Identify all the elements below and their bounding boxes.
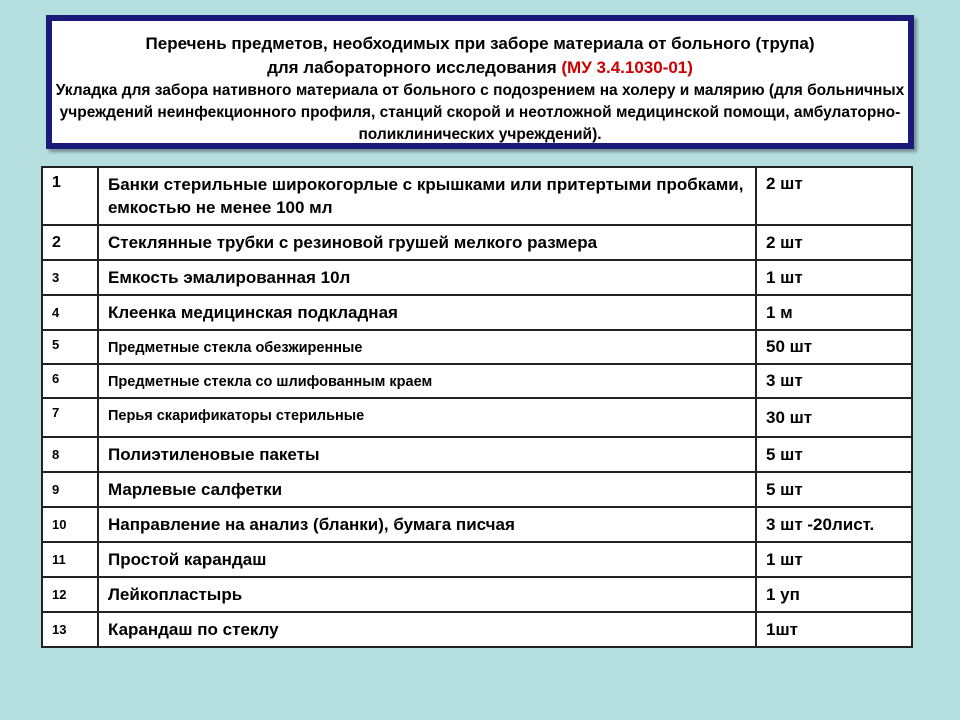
row-number: 12 (41, 576, 99, 613)
item-quantity: 1 уп (755, 576, 913, 613)
table-row: 5 Предметные стекла обезжиренные 50 шт (41, 329, 913, 365)
item-quantity: 1 шт (755, 259, 913, 296)
item-quantity: 50 шт (755, 329, 913, 365)
row-number: 3 (41, 259, 99, 296)
table-row: 4 Клеенка медицинская подкладная 1 м (41, 294, 913, 331)
title-box: Перечень предметов, необходимых при забо… (46, 15, 914, 149)
table-row: 9 Марлевые салфетки 5 шт (41, 471, 913, 508)
item-quantity: 2 шт (755, 224, 913, 261)
table-row: 8 Полиэтиленовые пакеты 5 шт (41, 436, 913, 473)
row-number: 1 (41, 166, 99, 226)
item-name: Предметные стекла обезжиренные (97, 329, 757, 365)
table-row: 12 Лейкопластырь 1 уп (41, 576, 913, 613)
row-number: 2 (41, 224, 99, 261)
page-subtitle: Укладка для забора нативного материала о… (55, 82, 905, 143)
row-number: 6 (41, 363, 99, 399)
table-row: 2 Стеклянные трубки с резиновой грушей м… (41, 224, 913, 261)
row-number: 10 (41, 506, 99, 543)
table-row: 11 Простой карандаш 1 шт (41, 541, 913, 578)
item-quantity: 1шт (755, 611, 913, 648)
item-quantity: 3 шт -20лист. (755, 506, 913, 543)
row-number: 5 (41, 329, 99, 365)
table-row: 13 Карандаш по стеклу 1шт (41, 611, 913, 648)
table-row: 6 Предметные стекла со шлифованным краем… (41, 363, 913, 399)
item-name: Емкость эмалированная 10л (97, 259, 757, 296)
table-row: 10 Направление на анализ (бланки), бумаг… (41, 506, 913, 543)
item-quantity: 1 шт (755, 541, 913, 578)
item-quantity: 1 м (755, 294, 913, 331)
item-name: Полиэтиленовые пакеты (97, 436, 757, 473)
row-number: 7 (41, 397, 99, 438)
item-name: Направление на анализ (бланки), бумага п… (97, 506, 757, 543)
item-quantity: 3 шт (755, 363, 913, 399)
item-name: Простой карандаш (97, 541, 757, 578)
table-row: 7 Перья скарификаторы стерильные 30 шт (41, 397, 913, 438)
item-quantity: 5 шт (755, 436, 913, 473)
row-number: 11 (41, 541, 99, 578)
item-name: Предметные стекла со шлифованным краем (97, 363, 757, 399)
item-name: Клеенка медицинская подкладная (97, 294, 757, 331)
item-name: Стеклянные трубки с резиновой грушей мел… (97, 224, 757, 261)
row-number: 9 (41, 471, 99, 508)
table-row: 3 Емкость эмалированная 10л 1 шт (41, 259, 913, 296)
regulation-reference: (МУ 3.4.1030-01) (561, 58, 693, 77)
item-name: Марлевые салфетки (97, 471, 757, 508)
item-quantity: 30 шт (755, 397, 913, 438)
row-number: 13 (41, 611, 99, 648)
item-quantity: 2 шт (755, 166, 913, 226)
items-table: 1 Банки стерильные широкогорлые с крышка… (41, 166, 913, 648)
item-name: Лейкопластырь (97, 576, 757, 613)
item-name: Банки стерильные широкогорлые с крышками… (97, 166, 757, 226)
table-row: 1 Банки стерильные широкогорлые с крышка… (41, 166, 913, 226)
item-quantity: 5 шт (755, 471, 913, 508)
item-name: Перья скарификаторы стерильные (97, 397, 757, 438)
row-number: 8 (41, 436, 99, 473)
item-name: Карандаш по стеклу (97, 611, 757, 648)
row-number: 4 (41, 294, 99, 331)
page-title: Перечень предметов, необходимых при забо… (145, 34, 815, 77)
